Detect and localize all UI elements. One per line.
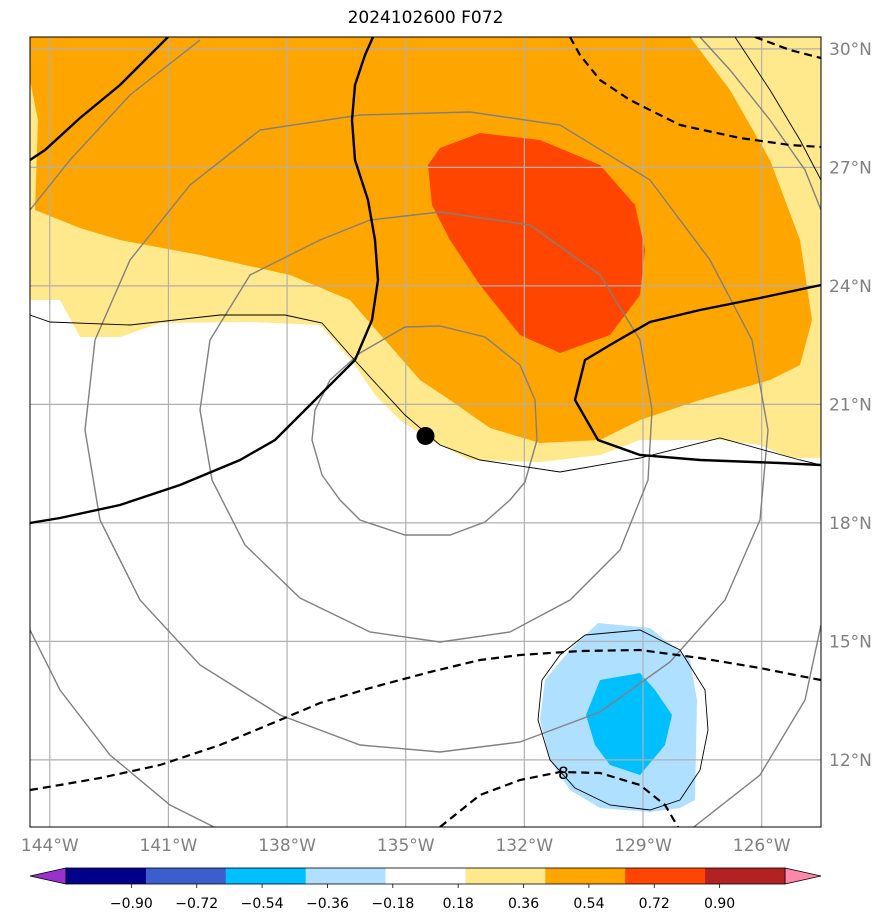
contour-label: 8 — [558, 764, 569, 784]
map-plot-area: 8 — [30, 37, 821, 827]
thin-contour-south — [537, 629, 709, 811]
latitude-label-1: 27°N — [829, 158, 872, 178]
dashed-contour-north — [569, 37, 821, 149]
colorbar-segment-6 — [465, 868, 546, 884]
thin-contours — [30, 37, 821, 811]
colorbar-level-label-8: 0.72 — [639, 896, 670, 912]
colorbar-over-extension — [784, 867, 822, 885]
colorbar-segment-4 — [305, 868, 387, 884]
colorbar-segment-9 — [705, 868, 786, 884]
colorbar-segment-5 — [385, 868, 466, 884]
colorbar: −0.90 −0.72 −0.54 −0.36 −0.18 0.18 0.36 0.54 0.7… — [29, 867, 822, 912]
longitude-label-1: 141°W — [140, 836, 198, 856]
negative-anomaly-fill-mid — [586, 673, 672, 775]
range-ring-2 — [199, 211, 653, 643]
colorbar-level-label-9: 0.90 — [704, 896, 735, 912]
thick-dashed-contours — [30, 37, 821, 827]
longitude-label-2: 138°W — [258, 836, 316, 856]
colorbar-under-extension — [29, 867, 67, 885]
latitude-label-3: 21°N — [829, 395, 872, 415]
colorbar-segment-1 — [66, 868, 147, 884]
thin-contour-north — [30, 314, 821, 473]
colorbar-level-label-7: 0.54 — [573, 896, 604, 912]
colorbar-segment-2 — [145, 868, 227, 884]
range-rings — [30, 37, 821, 827]
colorbar-level-label-0: −0.90 — [110, 896, 153, 912]
longitude-label-6: 126°W — [733, 836, 791, 856]
dashed-contour-mid — [30, 648, 821, 792]
map-title: 2024102600 F072 — [347, 8, 504, 28]
colorbar-segment-8 — [625, 868, 706, 884]
thin-contour-ne — [734, 37, 821, 181]
colorbar-frame — [65, 867, 786, 885]
thick-solid-contours — [30, 37, 821, 525]
latitude-tick-labels: 30°N 27°N 24°N 21°N 18°N 15°N 12°N — [829, 40, 872, 771]
longitude-label-5: 129°W — [614, 836, 672, 856]
longitude-label-4: 132°W — [495, 836, 553, 856]
latitude-label-5: 15°N — [829, 632, 872, 652]
colorbar-level-label-6: 0.36 — [508, 896, 539, 912]
longitude-tick-labels: 144°W 141°W 138°W 135°W 132°W 129°W 126°W — [21, 836, 791, 856]
colorbar-level-label-2: −0.54 — [241, 896, 284, 912]
colorbar-segment-7 — [545, 868, 626, 884]
longitude-label-0: 144°W — [21, 836, 79, 856]
range-ring-4 — [30, 37, 821, 827]
latitude-label-6: 12°N — [829, 751, 872, 771]
solid-contour-nw — [30, 37, 169, 161]
colorbar-level-label-3: −0.36 — [306, 896, 349, 912]
solid-contour-east — [573, 283, 821, 467]
colorbar-level-label-4: −0.18 — [371, 896, 414, 912]
grid-lines — [30, 37, 821, 827]
range-ring-3 — [84, 111, 769, 753]
colorbar-segment-3 — [225, 868, 307, 884]
solid-contour-center — [30, 37, 380, 525]
latitude-label-0: 30°N — [829, 40, 872, 60]
colorbar-level-label-1: −0.72 — [175, 896, 218, 912]
positive-anomaly-fill-high — [428, 133, 645, 353]
latitude-label-2: 24°N — [829, 277, 872, 297]
range-ring-1 — [311, 325, 538, 536]
latitude-label-4: 18°N — [829, 514, 872, 534]
dashed-contour-south — [439, 770, 679, 827]
colorbar-level-label-5: 0.18 — [443, 896, 474, 912]
map-frame — [29, 36, 822, 828]
storm-center-marker — [416, 426, 435, 445]
longitude-label-3: 135°W — [377, 836, 435, 856]
dashed-contour-ne — [754, 37, 821, 60]
